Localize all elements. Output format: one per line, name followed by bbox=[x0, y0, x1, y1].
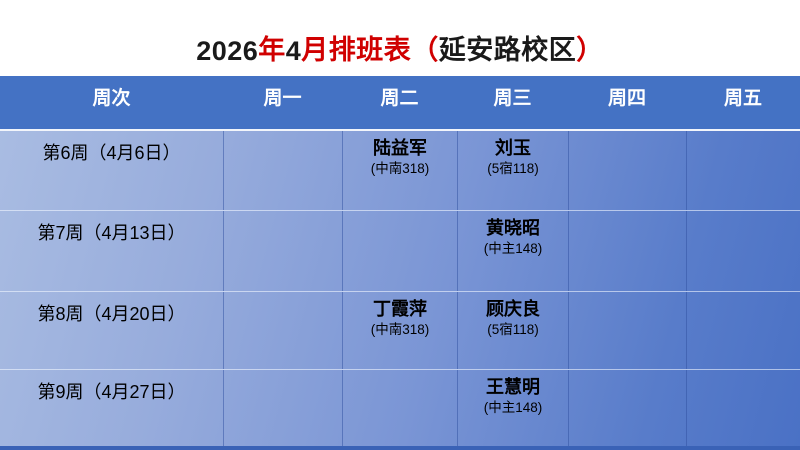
duty-name: 顾庆良 bbox=[486, 299, 540, 319]
table-row-week9: 第9周（4月27日） 王慧明 (中主148) bbox=[0, 369, 800, 446]
table-body: 第6周（4月6日） 陆益军 (中南318) 刘玉 (5宿118) bbox=[0, 131, 800, 450]
duty-cell-monday bbox=[223, 292, 342, 369]
week-cell: 第9周（4月27日） bbox=[0, 370, 223, 446]
duty-cell-wednesday: 顾庆良 (5宿118) bbox=[457, 292, 568, 369]
duty-cell-tuesday: 丁霞萍 (中南318) bbox=[342, 292, 457, 369]
table-row-week6: 第6周（4月6日） 陆益军 (中南318) 刘玉 (5宿118) bbox=[0, 131, 800, 210]
duty-cell-tuesday: 陆益军 (中南318) bbox=[342, 131, 457, 210]
column-header-friday: 周五 bbox=[723, 88, 762, 109]
week-label: 第9周（4月27日） bbox=[37, 382, 186, 402]
title-segment: 延安路校区 bbox=[438, 35, 577, 65]
duty-cell-thursday bbox=[568, 292, 686, 369]
column-header-thursday: 周四 bbox=[607, 88, 646, 109]
duty-room: (中南318) bbox=[370, 160, 430, 176]
duty-cell-thursday bbox=[568, 131, 686, 210]
title-segment: （ bbox=[411, 35, 439, 65]
duty-cell-friday bbox=[686, 211, 800, 291]
table-bottom-border bbox=[0, 446, 800, 450]
title-segment: 月排班表 bbox=[301, 35, 412, 65]
title-segment: 2026 bbox=[196, 36, 259, 66]
column-header-wednesday: 周三 bbox=[493, 88, 532, 109]
duty-name: 陆益军 bbox=[373, 138, 427, 158]
duty-cell-tuesday bbox=[342, 211, 457, 291]
week-cell: 第8周（4月20日） bbox=[0, 292, 223, 369]
duty-cell-monday bbox=[223, 131, 342, 210]
duty-cell-wednesday: 刘玉 (5宿118) bbox=[457, 131, 568, 210]
duty-cell-friday bbox=[686, 370, 800, 446]
duty-room: (中主148) bbox=[483, 240, 543, 256]
week-cell: 第7周（4月13日） bbox=[0, 211, 223, 291]
column-header-tuesday: 周二 bbox=[380, 88, 419, 109]
duty-room: (5宿118) bbox=[487, 160, 539, 176]
duty-name: 丁霞萍 bbox=[373, 299, 427, 319]
header-separator bbox=[0, 129, 800, 131]
duty-name: 王慧明 bbox=[486, 377, 540, 397]
page-title: 2026 年 4 月排班表（延安路校区） bbox=[0, 0, 800, 76]
table-header-row: 周次 周一 周二 周三 周四 周五 bbox=[0, 76, 800, 129]
column-header-weekindex: 周次 bbox=[92, 88, 131, 109]
duty-room: (中主148) bbox=[483, 399, 543, 415]
week-label: 第7周（4月13日） bbox=[37, 223, 186, 243]
duty-cell-friday bbox=[686, 292, 800, 369]
duty-room: (5宿118) bbox=[487, 321, 539, 337]
title-segment: 4 bbox=[285, 36, 302, 66]
duty-cell-friday bbox=[686, 131, 800, 210]
week-label: 第8周（4月20日） bbox=[37, 304, 186, 324]
duty-cell-wednesday: 黄晓昭 (中主148) bbox=[457, 211, 568, 291]
duty-cell-tuesday bbox=[342, 370, 457, 446]
column-header-monday: 周一 bbox=[263, 88, 302, 109]
duty-cell-thursday bbox=[568, 370, 686, 446]
week-label: 第6周（4月6日） bbox=[42, 143, 181, 163]
table-row-week7: 第7周（4月13日） 黄晓昭 (中主148) bbox=[0, 210, 800, 291]
duty-cell-wednesday: 王慧明 (中主148) bbox=[457, 370, 568, 446]
duty-cell-monday bbox=[223, 211, 342, 291]
week-cell: 第6周（4月6日） bbox=[0, 131, 223, 210]
duty-room: (中南318) bbox=[370, 321, 430, 337]
duty-name: 黄晓昭 bbox=[486, 218, 540, 238]
duty-cell-monday bbox=[223, 370, 342, 446]
duty-cell-thursday bbox=[568, 211, 686, 291]
title-segment: 年 bbox=[258, 35, 286, 65]
table-row-week8: 第8周（4月20日） 丁霞萍 (中南318) 顾庆良 (5宿118) bbox=[0, 291, 800, 369]
schedule-table: 周次 周一 周二 周三 周四 周五 第6周（4月6日） 陆益军 (中南318) bbox=[0, 76, 800, 450]
duty-name: 刘玉 bbox=[495, 138, 531, 158]
title-segment: ） bbox=[576, 35, 604, 65]
